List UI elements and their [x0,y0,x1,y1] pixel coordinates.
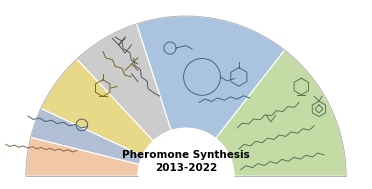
Wedge shape [41,59,153,156]
Wedge shape [137,16,285,138]
Text: 2013-2022: 2013-2022 [155,163,217,173]
Wedge shape [138,128,234,176]
Text: Pheromone Synthesis: Pheromone Synthesis [122,150,250,160]
Wedge shape [31,108,142,165]
Bar [2,176,370,189]
Wedge shape [77,24,171,141]
Wedge shape [26,137,140,176]
Wedge shape [216,50,346,176]
